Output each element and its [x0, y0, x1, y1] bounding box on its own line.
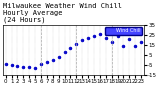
Legend: Wind Chill: Wind Chill — [105, 27, 142, 35]
Text: Milwaukee Weather Wind Chill
Hourly Average
(24 Hours): Milwaukee Weather Wind Chill Hourly Aver… — [3, 3, 122, 23]
